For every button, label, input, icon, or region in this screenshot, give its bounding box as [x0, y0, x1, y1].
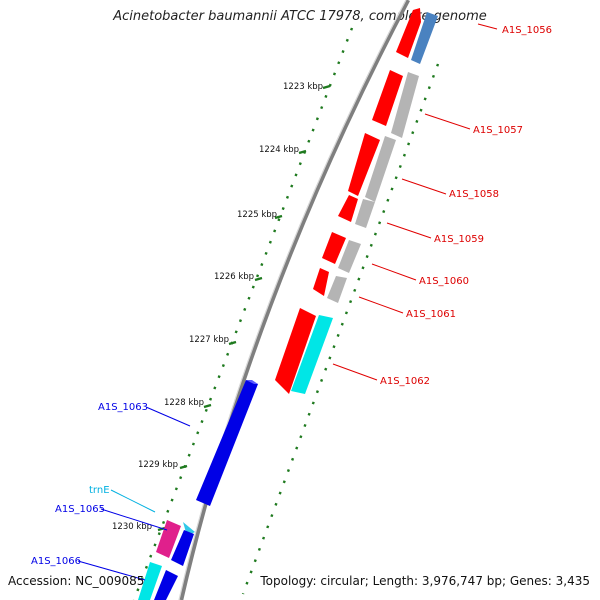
leader-line-a1s-1063: [145, 406, 191, 427]
gene-a1s-1061-grey[interactable]: [327, 276, 347, 303]
gene-a1s-1057-grey[interactable]: [391, 72, 419, 138]
leader-line: [477, 23, 498, 30]
gene-label-a1s-1058[interactable]: A1S_1058: [449, 189, 499, 200]
tick-label: 1226 kbp: [214, 272, 254, 282]
tick-mark: [322, 84, 331, 90]
gene-a1s-1060-grey[interactable]: [338, 240, 361, 273]
gene-a1s-1056-blue[interactable]: [411, 12, 438, 64]
topology-label: Topology: circular; Length: 3,976,747 bp…: [260, 574, 590, 588]
gene-a1s-1062-red[interactable]: [275, 308, 316, 394]
gene-a1s-1059-grey[interactable]: [355, 199, 375, 228]
tick-marks: [157, 84, 331, 532]
gene-a1s-1063[interactable]: [196, 380, 258, 506]
gene-a1s-1063-shade: [246, 380, 258, 384]
gene-label-a1s-1057[interactable]: A1S_1057: [473, 125, 523, 136]
tick-label: 1230 kbp: [112, 522, 152, 532]
gene-a1s-1058-red[interactable]: [348, 133, 380, 196]
tick-label: 1224 kbp: [259, 145, 299, 155]
gene-label-a1s-1060[interactable]: A1S_1060: [419, 276, 469, 287]
leader-line: [424, 113, 471, 130]
tick-label: 1229 kbp: [138, 460, 178, 470]
gene-label-trne[interactable]: trnE: [89, 485, 110, 496]
tick-mark: [298, 149, 307, 155]
leader-line-a1s-1066: [77, 560, 146, 581]
map-title: Acinetobacter baumannii ATCC 17978, comp…: [113, 9, 487, 24]
gene-label-a1s-1061[interactable]: A1S_1061: [406, 309, 456, 320]
tick-mark: [254, 276, 263, 282]
genome-backbone-highlight: [178, 0, 407, 600]
tick-mark: [274, 214, 283, 220]
leader-line: [332, 363, 378, 381]
gene-label-a1s-1063[interactable]: A1S_1063: [98, 402, 148, 413]
outer-dotted-track: [241, 63, 440, 595]
leader-line: [358, 296, 404, 314]
gene-a1s-1058-grey[interactable]: [365, 136, 396, 202]
gene-a1s-1061-red[interactable]: [313, 268, 329, 296]
gene-label-a1s-1056[interactable]: A1S_1056: [502, 25, 552, 36]
leader-lines-right: [332, 23, 498, 381]
tick-label: 1227 kbp: [189, 335, 229, 345]
gene-label-a1s-1066[interactable]: A1S_1066: [31, 556, 81, 567]
inner-dotted-track: [132, 27, 354, 600]
gene-label-a1s-1062[interactable]: A1S_1062: [380, 376, 430, 387]
tick-mark: [179, 464, 188, 470]
gene-a1s-1059-red[interactable]: [338, 195, 358, 222]
leader-line: [386, 222, 432, 239]
gene-label-a1s-1059[interactable]: A1S_1059: [434, 234, 484, 245]
gene-a1s-1065[interactable]: [171, 530, 194, 566]
genome-backbone: [178, 0, 410, 600]
tick-mark: [228, 340, 237, 346]
tick-label: 1223 kbp: [283, 82, 323, 92]
leader-line-a1s-1065: [100, 508, 168, 531]
tick-label: 1228 kbp: [164, 398, 204, 408]
leader-line: [371, 263, 417, 281]
gene-a1s-1060-red[interactable]: [322, 232, 346, 264]
gene-a1s-1056-red[interactable]: [396, 8, 421, 58]
gene-a1s-1062-cyan[interactable]: [291, 315, 333, 394]
gene-a1s-1066-blue[interactable]: [154, 570, 178, 600]
tick-mark: [157, 526, 166, 532]
gene-a1s-1066-cyan[interactable]: [138, 562, 162, 600]
gene-a1s-1057-red[interactable]: [372, 70, 403, 126]
gene-a1s-1065-magenta[interactable]: [156, 520, 181, 558]
leader-line: [401, 178, 447, 195]
tick-label: 1225 kbp: [237, 210, 277, 220]
tick-mark: [203, 403, 212, 409]
leader-line-trne: [110, 489, 156, 513]
gene-label-a1s-1065[interactable]: A1S_1065: [55, 504, 105, 515]
accession-label: Accession: NC_009085: [8, 574, 145, 588]
